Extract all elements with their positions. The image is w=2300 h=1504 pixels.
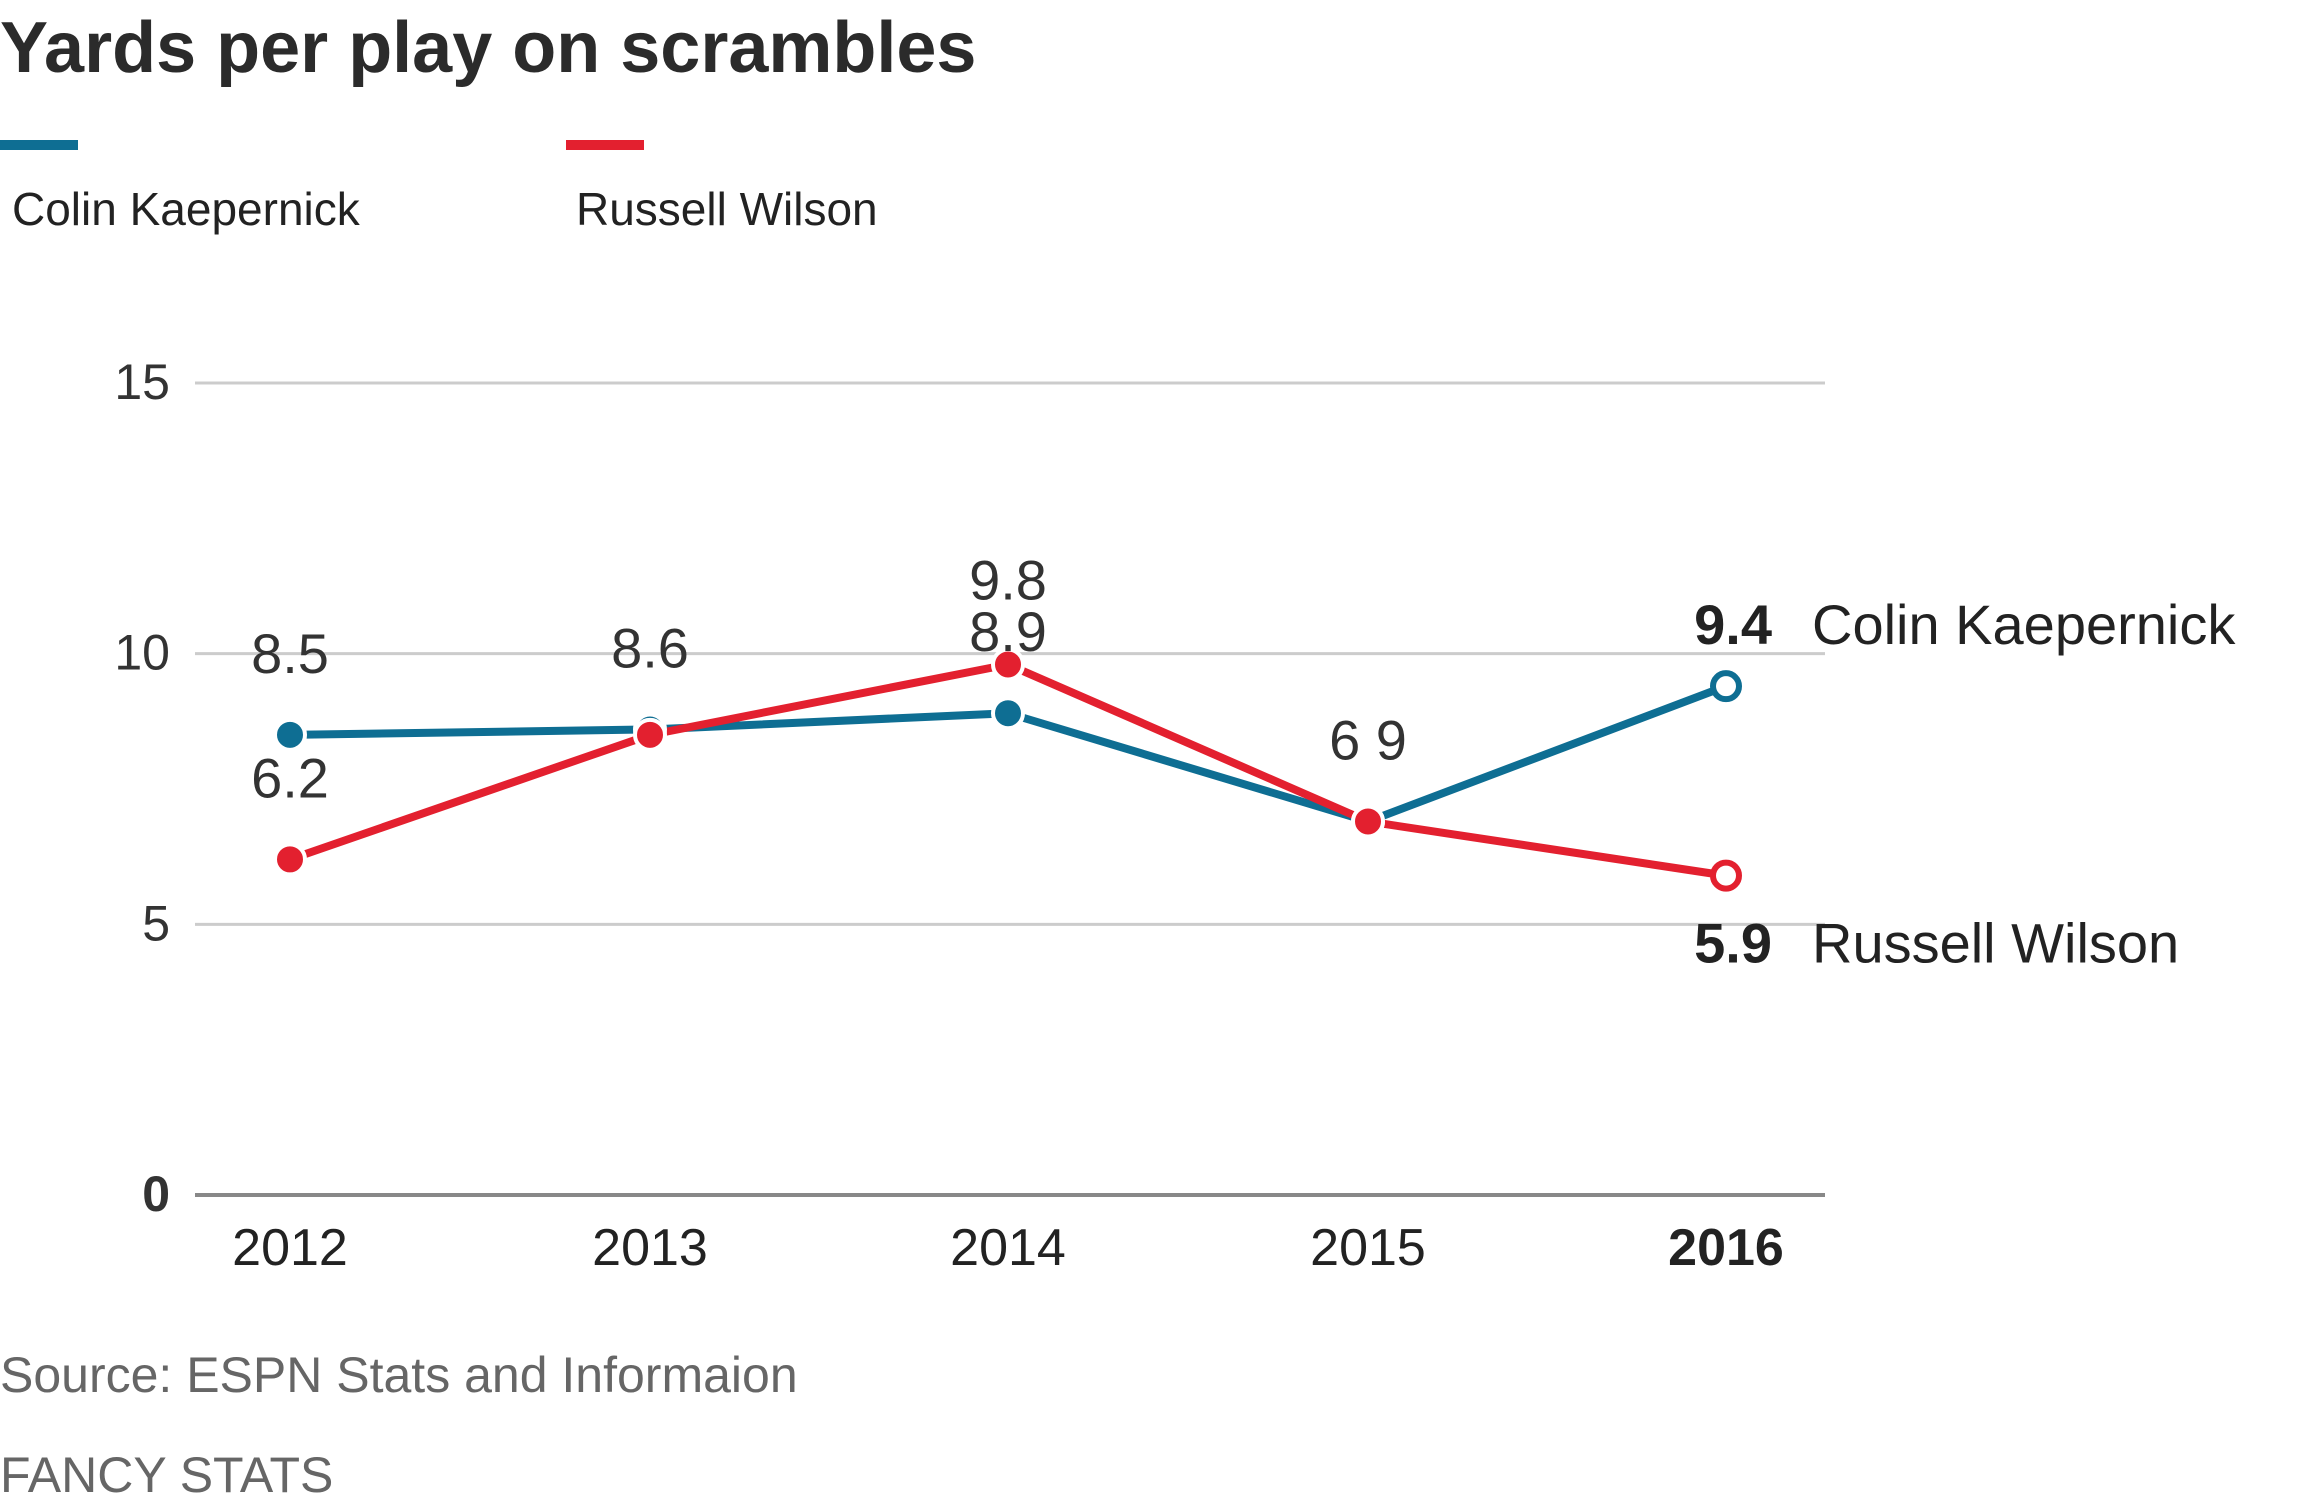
end-value-label: 5.9 [1694,912,1772,975]
grid [195,381,1825,1197]
y-tick-label: 15 [114,354,170,410]
series-points [273,647,1742,892]
y-tick-label: 5 [142,895,170,951]
x-axis-ticks: 2012 2013 2014 2015 2016 [232,1219,1784,1277]
x-tick-label: 2016 [1668,1219,1784,1277]
chart-title: Yards per play on scrambles [0,8,977,88]
data-label: 6 9 [1329,708,1407,771]
y-tick-label: 10 [114,625,170,681]
data-label: 8.5 [251,622,329,685]
x-tick-label: 2014 [950,1219,1066,1277]
data-point-kaepernick [273,717,307,752]
data-point-wilson [633,717,667,752]
data-point-wilson [1710,859,1742,892]
data-label: 8.6 [611,616,689,679]
legend-swatch-wilson [566,140,644,150]
data-label: 8.9 [969,600,1047,663]
y-axis-ticks: 0 5 10 15 [114,354,170,1222]
data-point-wilson [1351,804,1385,839]
source-note: Source: ESPN Stats and Informaion [0,1347,798,1403]
end-value-label: 9.4 [1694,593,1772,656]
data-label: 6.2 [251,746,329,809]
x-tick-label: 2012 [232,1219,348,1277]
legend-label-kaepernick: Colin Kaepernick [12,183,360,235]
y-tick-label: 0 [142,1166,170,1222]
line-chart: 0 5 10 15 2012 2013 2014 2015 2016 8.5 8.6 8.9 6 9… [114,354,2236,1277]
end-series-label: Colin Kaepernick [1812,593,2236,656]
legend: Colin Kaepernick Russell Wilson [0,140,1400,260]
series-lines [286,660,1730,880]
x-tick-label: 2013 [592,1219,708,1277]
data-point-wilson [273,842,307,877]
end-series-label: Russell Wilson [1812,912,2179,975]
legend-label-wilson: Russell Wilson [576,183,878,235]
data-point-kaepernick [991,696,1025,731]
x-tick-label: 2015 [1310,1219,1426,1277]
data-point-wilson [991,647,1025,682]
legend-swatch-kaepernick [0,140,78,150]
credit: FANCY STATS [0,1447,334,1503]
data-labels: 8.5 8.6 8.9 6 9 6.2 9.8 9.4 Colin Kaepernick 5.9… [251,548,2236,974]
data-label: 9.8 [969,548,1047,611]
data-point-kaepernick [1710,670,1742,703]
